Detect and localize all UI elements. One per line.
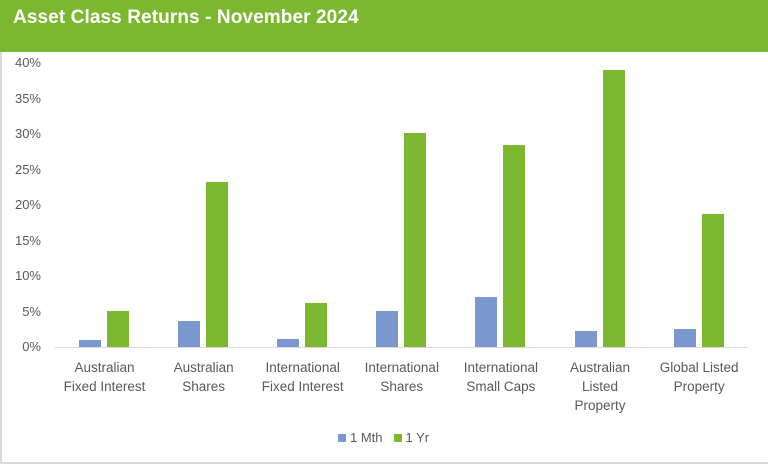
x-tick-label-line: Australian <box>74 360 135 375</box>
y-tick-label: 15% <box>14 232 41 248</box>
x-tick-label-line: International <box>463 360 539 375</box>
legend-label: 1 Yr <box>405 430 430 445</box>
bar-1-yr <box>701 214 724 347</box>
x-tick-label: International Small Caps <box>451 358 550 396</box>
y-tick-label: 10% <box>14 268 41 283</box>
x-tick-label-line: Australian <box>173 360 234 375</box>
x-tick-label-line: International <box>364 360 439 375</box>
x-tick-label-line: Shares <box>380 379 424 394</box>
y-tick-label: 0% <box>22 339 41 354</box>
bar-1-yr <box>503 144 526 347</box>
x-tick-label-line: Listed <box>581 379 619 394</box>
x-tick-label: Australian Listed Property <box>551 358 650 415</box>
x-tick-label-line: Global Listed <box>659 360 739 375</box>
legend-swatch-1-mth <box>338 433 346 442</box>
y-tick-label: 30% <box>14 126 41 141</box>
x-tick-label-line: Australian <box>569 360 631 375</box>
bar-1-yr <box>206 181 229 347</box>
x-tick-label: International Fixed Interest <box>253 358 352 396</box>
legend: 1 Mth 1 Yr <box>338 430 440 445</box>
bar-1-yr <box>404 133 427 347</box>
y-tick-label: 35% <box>14 90 41 106</box>
x-tick-label: International Shares <box>352 358 451 396</box>
y-tick-label: 25% <box>14 161 41 177</box>
chart-header: Asset Class Returns - November 2024 <box>0 0 768 52</box>
x-axis-line <box>55 347 748 348</box>
y-tick-label: 40% <box>14 55 41 70</box>
x-tick-label: Australian Fixed Interest <box>55 358 154 396</box>
x-tick-label-line: Fixed Interest <box>63 379 146 394</box>
x-tick-label: Australian Shares <box>154 358 253 396</box>
legend-item-1-yr: 1 Yr <box>393 430 430 445</box>
bar-1-mth <box>475 296 498 347</box>
bar-1-mth <box>79 339 101 347</box>
x-tick-label-line: International <box>265 360 340 375</box>
legend-swatch-1-yr <box>393 433 402 442</box>
chart-title: Asset Class Returns - November 2024 <box>13 7 359 28</box>
bar-1-yr <box>305 302 328 347</box>
bar-1-mth <box>277 339 300 347</box>
bar-1-yr <box>107 310 129 347</box>
x-tick-label-line: Shares <box>182 379 225 394</box>
legend-label: 1 Mth <box>350 430 383 445</box>
y-tick-label: 20% <box>14 197 41 212</box>
bar-1-mth <box>178 320 201 347</box>
bar-1-mth <box>574 330 597 347</box>
bar-1-yr <box>602 70 625 347</box>
x-tick-label-line: Property <box>673 379 725 394</box>
legend-item-1-mth: 1 Mth <box>338 430 383 445</box>
x-tick-label-line: Fixed Interest <box>261 379 344 394</box>
x-tick-label-line: Property <box>574 398 626 413</box>
x-tick-label: Global Listed Property <box>650 358 749 396</box>
bar-1-mth <box>376 310 399 347</box>
x-tick-label-line: Small Caps <box>466 379 536 394</box>
bar-1-mth <box>673 329 696 347</box>
y-tick-label: 5% <box>22 303 41 319</box>
